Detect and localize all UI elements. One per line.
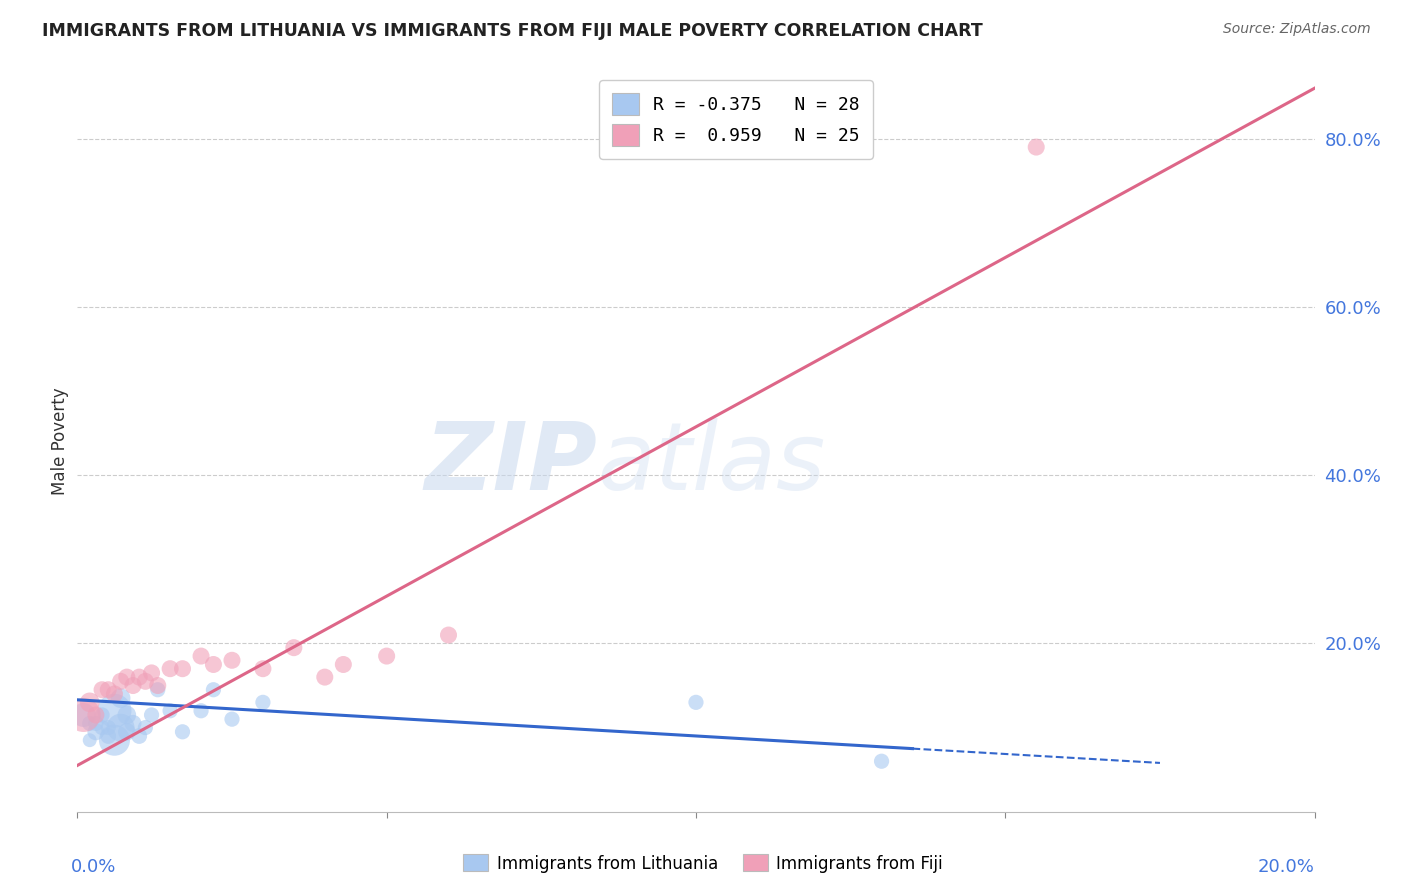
- Text: 0.0%: 0.0%: [72, 858, 117, 876]
- Point: [115, 670, 138, 684]
- Point: [103, 687, 125, 701]
- Point: [115, 724, 138, 739]
- Point: [252, 695, 274, 709]
- Point: [84, 716, 107, 731]
- Text: ZIP: ZIP: [425, 417, 598, 509]
- Point: [190, 704, 212, 718]
- Text: atlas: atlas: [598, 418, 825, 509]
- Legend: Immigrants from Lithuania, Immigrants from Fiji: Immigrants from Lithuania, Immigrants fr…: [457, 847, 949, 880]
- Legend: R = -0.375   N = 28, R =  0.959   N = 25: R = -0.375 N = 28, R = 0.959 N = 25: [599, 80, 873, 159]
- Y-axis label: Male Poverty: Male Poverty: [51, 388, 69, 495]
- Text: Source: ZipAtlas.com: Source: ZipAtlas.com: [1223, 22, 1371, 37]
- Point: [685, 695, 707, 709]
- Point: [146, 679, 169, 693]
- Point: [283, 640, 305, 655]
- Text: IMMIGRANTS FROM LITHUANIA VS IMMIGRANTS FROM FIJI MALE POVERTY CORRELATION CHART: IMMIGRANTS FROM LITHUANIA VS IMMIGRANTS …: [42, 22, 983, 40]
- Point: [221, 653, 243, 667]
- Point: [202, 682, 225, 697]
- Point: [1025, 140, 1047, 154]
- Point: [72, 708, 94, 723]
- Point: [332, 657, 354, 672]
- Point: [122, 716, 145, 731]
- Point: [72, 708, 94, 723]
- Point: [110, 721, 132, 735]
- Point: [91, 721, 114, 735]
- Point: [870, 754, 893, 768]
- Point: [84, 708, 107, 723]
- Point: [103, 733, 125, 747]
- Point: [141, 708, 163, 723]
- Point: [97, 729, 120, 743]
- Point: [97, 682, 120, 697]
- Point: [146, 682, 169, 697]
- Point: [79, 695, 101, 709]
- Point: [172, 662, 194, 676]
- Point: [103, 704, 125, 718]
- Point: [141, 665, 163, 680]
- Point: [172, 724, 194, 739]
- Point: [134, 674, 156, 689]
- Point: [84, 724, 107, 739]
- Text: 20.0%: 20.0%: [1258, 858, 1315, 876]
- Point: [91, 708, 114, 723]
- Point: [115, 708, 138, 723]
- Point: [79, 716, 101, 731]
- Point: [375, 649, 398, 664]
- Point: [122, 679, 145, 693]
- Point: [252, 662, 274, 676]
- Point: [190, 649, 212, 664]
- Point: [97, 721, 120, 735]
- Point: [110, 674, 132, 689]
- Point: [91, 682, 114, 697]
- Point: [159, 704, 181, 718]
- Point: [437, 628, 460, 642]
- Point: [202, 657, 225, 672]
- Point: [128, 729, 150, 743]
- Point: [314, 670, 336, 684]
- Point: [128, 670, 150, 684]
- Point: [221, 712, 243, 726]
- Point: [79, 733, 101, 747]
- Point: [110, 691, 132, 706]
- Point: [134, 721, 156, 735]
- Point: [159, 662, 181, 676]
